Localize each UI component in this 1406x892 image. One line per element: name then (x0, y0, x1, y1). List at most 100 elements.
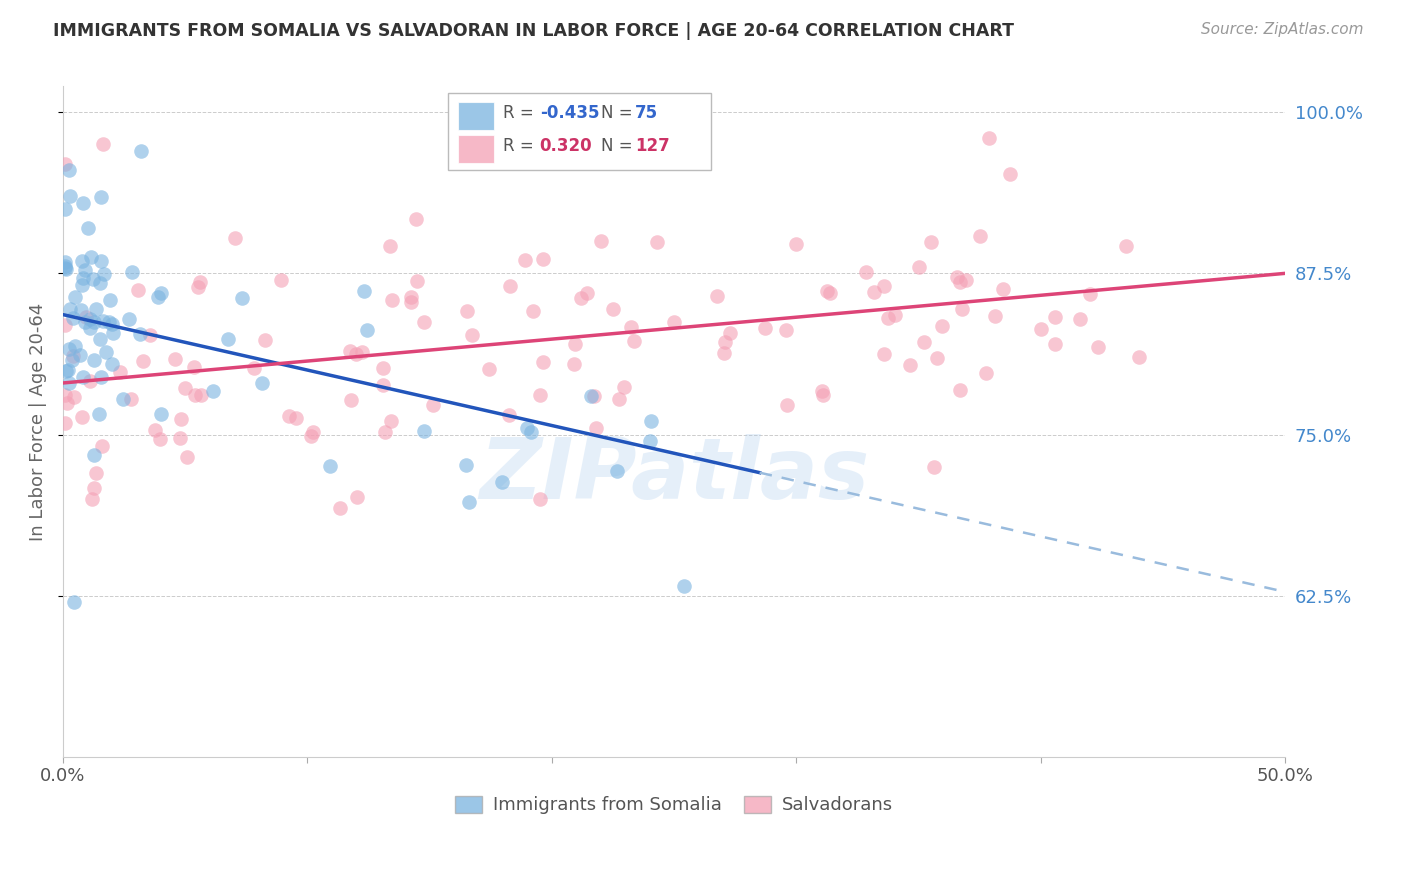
Point (405, 212, 427, 227)
Point (84, 302, 107, 317)
Point (188, 275, 211, 289)
Point (73, 263, 96, 277)
Point (1029, 321, 1052, 335)
Point (955, 273, 977, 287)
Point (139, 328, 162, 343)
Point (373, 377, 395, 392)
Point (90, 439, 112, 453)
Point (583, 389, 606, 403)
Point (640, 414, 662, 428)
Point (93, 267, 115, 281)
Point (98, 293, 121, 308)
Point (873, 347, 896, 361)
Point (83, 315, 105, 329)
Point (776, 398, 799, 412)
Point (927, 351, 949, 366)
Point (602, 301, 624, 316)
Point (898, 358, 921, 372)
Point (108, 365, 131, 379)
Point (638, 434, 661, 449)
Point (55, 259, 77, 273)
Point (623, 334, 645, 348)
Point (55, 260, 77, 275)
Point (83, 481, 105, 495)
Point (606, 464, 628, 478)
Point (302, 425, 325, 439)
Point (1045, 310, 1067, 325)
Point (62, 311, 84, 326)
Point (329, 500, 352, 515)
Point (121, 264, 143, 278)
Point (920, 235, 942, 249)
Text: Source: ZipAtlas.com: Source: ZipAtlas.com (1201, 22, 1364, 37)
Point (55, 255, 77, 269)
Point (79, 321, 101, 335)
Point (907, 260, 929, 274)
Point (1078, 287, 1101, 301)
Point (83, 449, 105, 463)
Point (254, 333, 277, 347)
Point (148, 290, 170, 304)
Point (63, 339, 86, 353)
Point (176, 450, 198, 464)
Point (145, 423, 167, 437)
Point (190, 388, 212, 402)
Point (100, 317, 122, 331)
Text: IMMIGRANTS FROM SOMALIA VS SALVADORAN IN LABOR FORCE | AGE 20-64 CORRELATION CHA: IMMIGRANTS FROM SOMALIA VS SALVADORAN IN… (53, 22, 1014, 40)
Point (1069, 311, 1091, 326)
Point (589, 234, 612, 248)
Point (90, 190, 112, 204)
Point (478, 361, 501, 376)
Point (127, 283, 149, 297)
Point (754, 321, 776, 335)
Point (931, 318, 953, 333)
Text: 0.320: 0.320 (540, 136, 592, 154)
Point (91, 137, 114, 152)
Point (374, 425, 396, 439)
Point (380, 414, 402, 428)
Point (718, 326, 741, 340)
Point (72, 370, 94, 384)
Point (513, 252, 536, 267)
Point (90, 369, 112, 384)
Point (70, 253, 93, 268)
Point (607, 392, 630, 407)
Text: N =: N = (600, 104, 638, 122)
Point (112, 392, 135, 406)
Point (90, 253, 112, 268)
Point (456, 458, 478, 473)
Point (75, 314, 97, 328)
Point (873, 278, 896, 293)
Text: 75: 75 (636, 104, 658, 122)
Point (422, 398, 444, 412)
Point (63, 390, 86, 404)
Point (58, 342, 80, 356)
Point (79, 312, 101, 326)
Point (353, 284, 375, 298)
FancyBboxPatch shape (449, 93, 711, 170)
Point (491, 475, 513, 489)
Point (922, 459, 945, 474)
Point (585, 421, 607, 435)
Point (863, 285, 886, 300)
Point (373, 361, 395, 376)
Point (65, 290, 87, 304)
Point (818, 285, 841, 300)
Point (55, 202, 77, 217)
Point (564, 336, 586, 351)
Point (569, 292, 592, 306)
Point (575, 285, 598, 300)
Point (579, 388, 602, 402)
Point (811, 384, 834, 398)
Point (55, 387, 77, 401)
Point (319, 459, 342, 474)
Point (775, 323, 797, 337)
Point (401, 295, 423, 310)
Point (529, 388, 551, 402)
Point (620, 320, 643, 334)
Bar (458, 136, 495, 163)
Point (120, 392, 142, 406)
Point (70, 409, 93, 424)
Point (413, 424, 436, 438)
Point (118, 311, 141, 326)
